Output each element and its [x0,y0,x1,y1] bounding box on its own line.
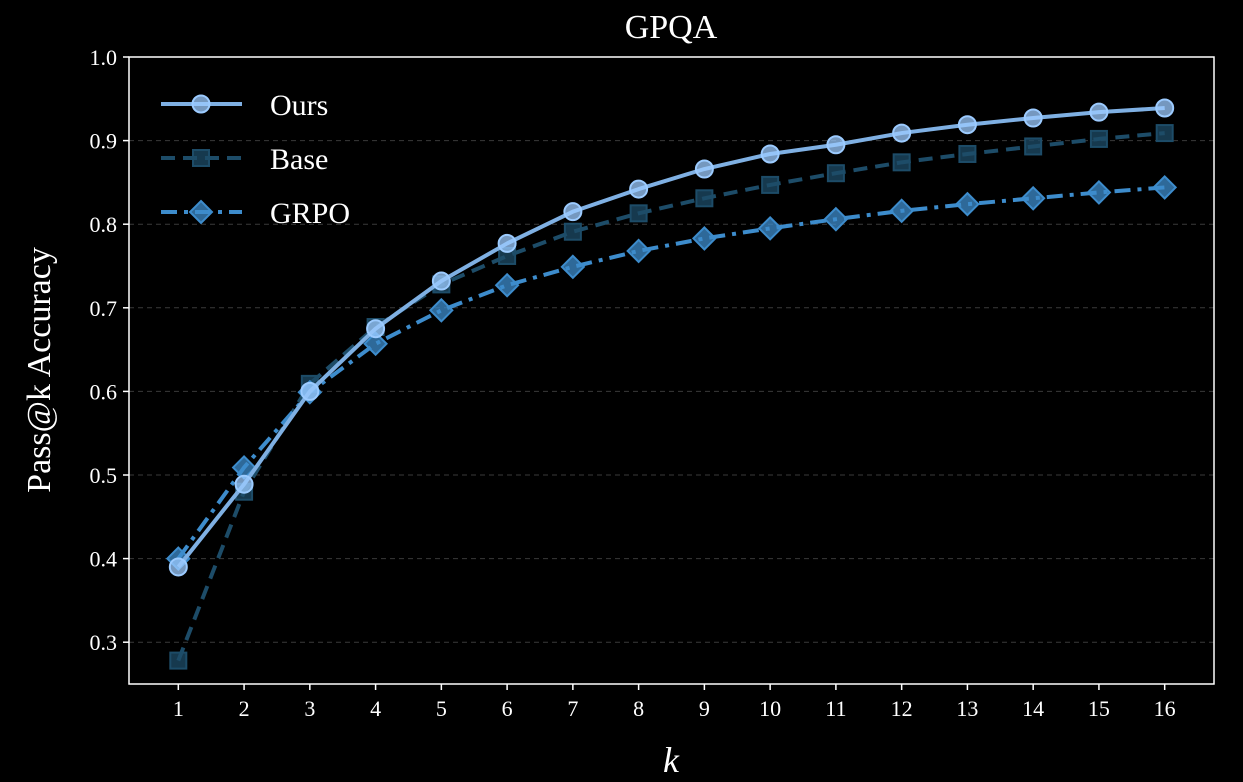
x-tick-label: 2 [239,696,250,721]
data-point [889,198,915,224]
series-ours [168,98,1175,577]
data-point [629,179,649,199]
data-point [954,191,980,217]
legend-marker [188,199,214,225]
data-point [757,215,783,241]
series-line [176,106,1165,569]
data-point [1023,108,1043,128]
data-point [497,233,517,253]
data-point [563,202,583,222]
x-tick-label: 16 [1154,696,1176,721]
data-point [1024,137,1043,156]
data-point [234,474,254,494]
data-point [1152,175,1178,200]
legend-item-base: Base [161,143,328,176]
x-tick-label: 5 [436,696,447,721]
x-tick-label: 15 [1088,696,1110,721]
legend: Ours Base GRPO [161,89,350,230]
data-point [169,651,188,670]
x-tick-label: 1 [173,696,184,721]
legend-label: Base [270,143,328,176]
x-tick-label: 13 [956,696,978,721]
series-grpo [165,175,1178,572]
data-point [629,204,648,223]
data-point [1089,102,1109,122]
data-point [563,222,582,241]
data-point [1155,124,1174,143]
series-layer [165,98,1178,670]
y-axis-ticks: 0.3 0.4 0.5 0.6 0.7 0.8 0.9 1.0 [90,45,129,655]
x-tick-label: 8 [633,696,644,721]
data-point [892,123,912,143]
y-tick-label: 0.5 [90,463,118,488]
data-point [823,206,849,232]
series-line [176,185,1165,560]
y-tick-label: 0.6 [90,379,118,404]
series-line [176,131,1165,662]
data-point [428,297,454,323]
y-tick-label: 0.9 [90,129,118,154]
legend-label: GRPO [270,197,350,230]
data-point [626,238,652,264]
data-point [431,271,451,291]
data-point [958,144,977,163]
data-point [494,272,520,298]
x-tick-label: 11 [825,696,846,721]
data-point [1089,129,1108,148]
x-tick-label: 4 [370,696,381,721]
y-tick-label: 1.0 [90,45,118,70]
x-tick-label: 6 [502,696,513,721]
y-axis-label: Pass@k Accuracy [21,247,58,493]
data-point [560,254,586,280]
data-point [691,225,717,251]
plot-frame [128,56,1215,685]
data-point [694,159,714,179]
data-point [300,381,320,401]
data-point [760,144,780,164]
data-point [761,175,780,194]
y-tick-label: 0.3 [90,630,118,655]
data-point [366,319,386,339]
x-tick-label: 9 [699,696,710,721]
data-point [892,153,911,172]
x-axis-label: k [663,740,680,780]
chart-title: GPQA [625,9,718,46]
data-point [695,189,714,208]
y-tick-label: 0.8 [90,212,118,237]
legend-item-ours: Ours [161,89,328,122]
x-axis-ticks: 1 2 3 4 5 6 7 8 9 10 11 12 13 14 15 16 [173,684,1176,721]
data-point [1155,98,1175,118]
y-tick-label: 0.4 [90,547,118,572]
legend-marker [192,149,210,167]
x-tick-label: 7 [567,696,578,721]
legend-label: Ours [270,89,328,122]
data-point [363,331,389,357]
data-point [957,115,977,135]
x-tick-label: 14 [1022,696,1044,721]
legend-marker [191,94,211,114]
y-tick-label: 0.7 [90,296,118,321]
legend-item-grpo: GRPO [161,197,350,230]
data-point [826,164,845,183]
data-point [168,557,188,577]
data-point [826,135,846,155]
x-tick-label: 12 [891,696,913,721]
data-point [1086,180,1112,205]
x-tick-label: 10 [759,696,781,721]
x-tick-label: 3 [304,696,315,721]
data-point [1020,185,1046,211]
